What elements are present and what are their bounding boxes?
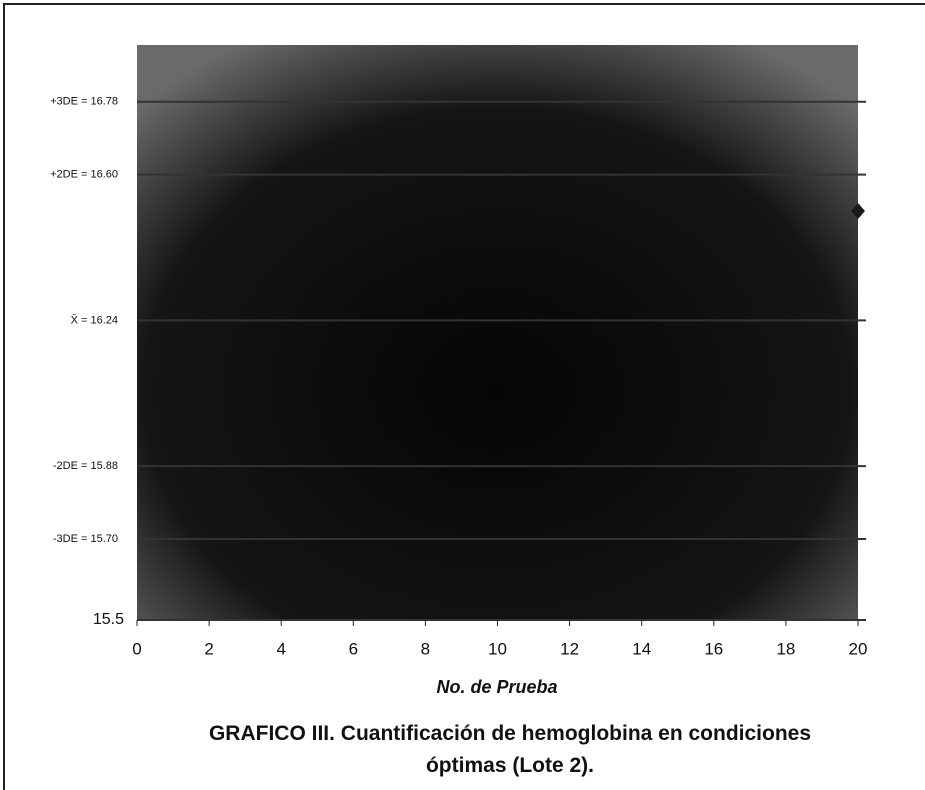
x-tick-label: 0 xyxy=(132,639,141,658)
x-tick-label: 14 xyxy=(632,639,651,658)
x-axis-label: No. de Prueba xyxy=(436,677,557,697)
y-tick-label: +2DE = 16.60 xyxy=(50,168,118,180)
y-tick-label: -3DE = 15.70 xyxy=(53,533,118,545)
y-tick-label: +3DE = 16.78 xyxy=(50,96,118,108)
frame xyxy=(3,3,925,790)
point xyxy=(851,203,865,220)
x-tick-label: 2 xyxy=(204,639,213,658)
x-tick-label: 16 xyxy=(704,639,723,658)
x-tick-label: 4 xyxy=(276,639,285,658)
y-tick-label: 15.5 xyxy=(93,611,124,628)
x-tick-label: 6 xyxy=(349,639,358,658)
x-tick-label: 18 xyxy=(776,639,795,658)
x-tick-label: 8 xyxy=(421,639,430,658)
x-tick-label: 20 xyxy=(849,639,868,658)
y-tick-label: X̄ = 16.24 xyxy=(71,314,118,327)
y-tick-label: -2DE = 15.88 xyxy=(53,460,118,472)
caption: GRAFICO III. Cuantificación de hemoglobi… xyxy=(208,722,812,777)
x-tick-label: 12 xyxy=(560,639,579,658)
plot-area xyxy=(137,45,858,620)
x-tick-label: 10 xyxy=(488,639,507,658)
